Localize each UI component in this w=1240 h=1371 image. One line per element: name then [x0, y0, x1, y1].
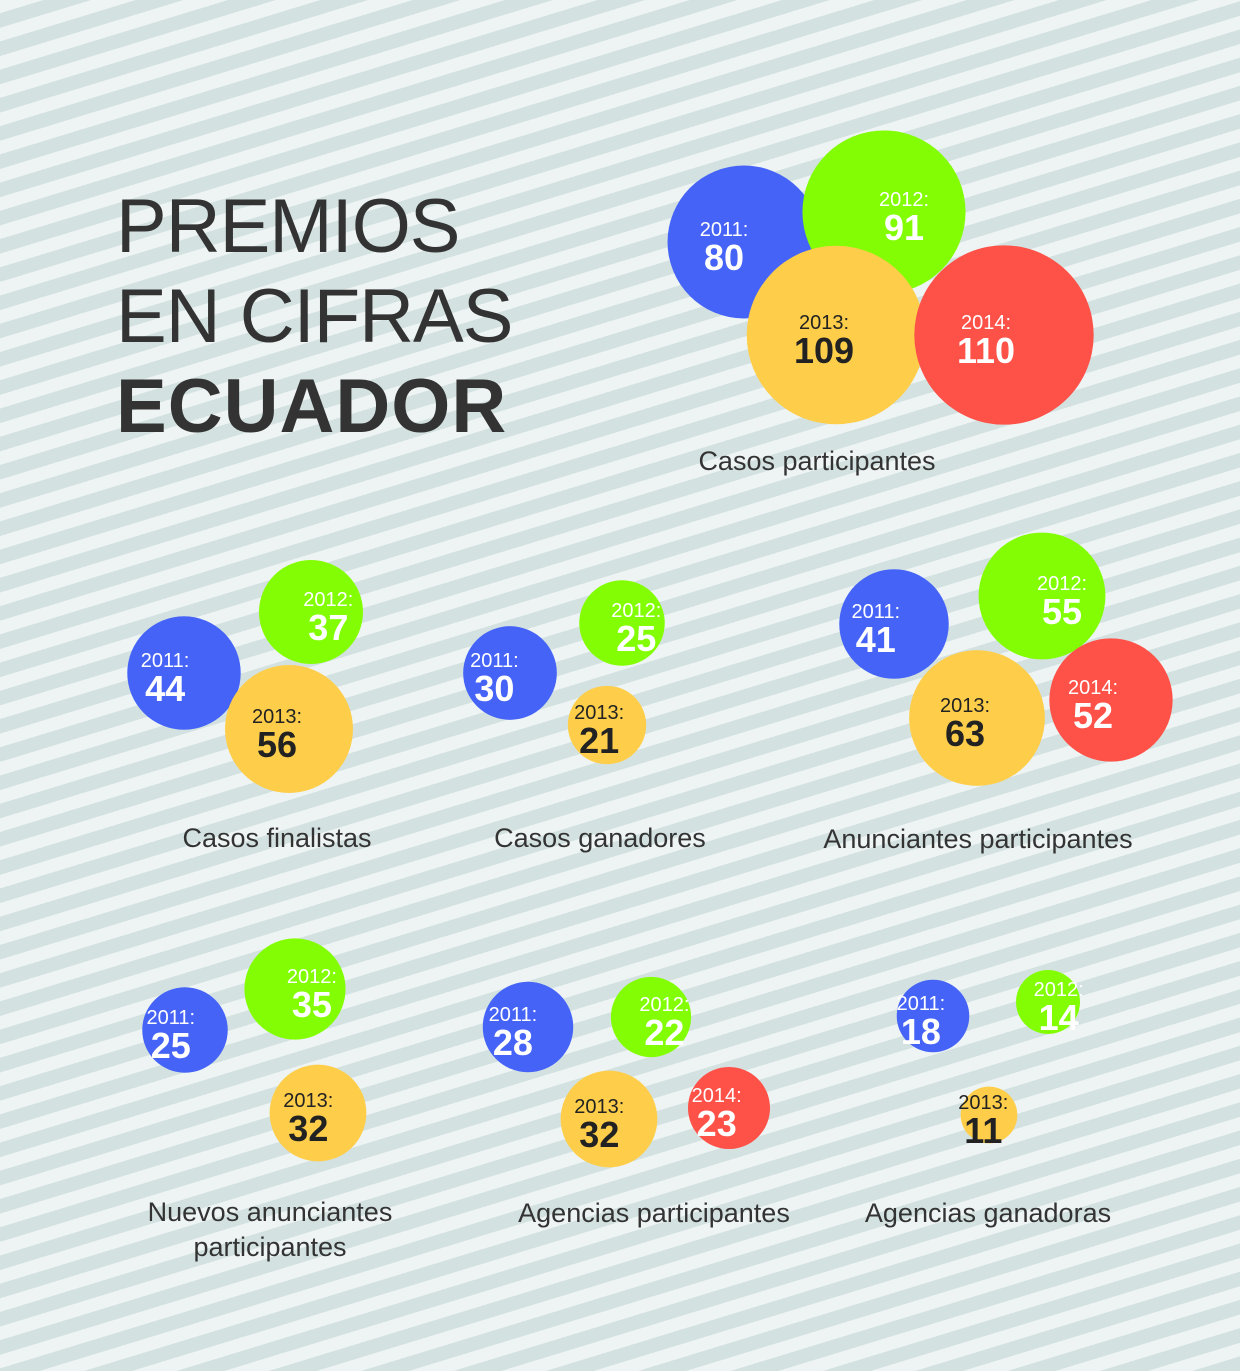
bubble-chart: 2011:18 2012:14 2013:11 Agencias ganadoras: [865, 970, 1111, 1228]
bubble-year-label: 2014:: [961, 312, 1011, 334]
bubble-2014: [914, 245, 1094, 425]
bubble-value-label: 22: [644, 1012, 684, 1053]
bubble-year-label: 2013:: [799, 312, 849, 334]
page-title: PREMIOS EN CIFRAS ECUADOR: [116, 182, 513, 452]
bubble-value-label: 25: [151, 1025, 191, 1066]
bubble-year-label: 2013:: [574, 1096, 624, 1118]
bubble-value-label: 110: [957, 330, 1015, 371]
bubble-chart: 2011:80 2012:91 2013:109 2014:110 Casos part…: [667, 130, 1094, 476]
bubble-2013: [567, 685, 647, 765]
bubble-value-label: 56: [257, 724, 297, 765]
bubble-value-label: 55: [1042, 591, 1082, 632]
bubble-value-label: 25: [616, 618, 656, 659]
bubble-2012: [1016, 970, 1080, 1034]
bubble-year-label: 2012:: [1034, 979, 1084, 1001]
bubble-value-label: 28: [493, 1022, 533, 1063]
chart-caption: Agencias ganadoras: [865, 1198, 1111, 1228]
bubble-2011: [839, 569, 949, 679]
bubble-year-label: 2013:: [940, 695, 990, 717]
bubble-value-label: 44: [145, 668, 185, 709]
bubble-value-label: 35: [292, 984, 332, 1025]
bubble-year-label: 2014:: [692, 1085, 742, 1107]
bubble-2013: [746, 245, 926, 425]
bubble-2013: [909, 650, 1045, 786]
bubble-year-label: 2013:: [252, 706, 302, 728]
chart-caption: participantes: [193, 1232, 346, 1262]
bubble-2013: [560, 1070, 658, 1168]
bubble-2011: [142, 987, 228, 1073]
bubble-value-label: 80: [704, 237, 744, 278]
bubble-2012: [579, 580, 665, 666]
bubble-2012: [610, 976, 692, 1058]
bubble-chart: 2011:30 2012:25 2013:21 Casos ganadores: [463, 580, 706, 853]
bubble-value-label: 91: [884, 207, 924, 248]
bubble-value-label: 32: [579, 1114, 619, 1155]
bubble-value-label: 37: [308, 607, 348, 648]
bubble-year-label: 2012:: [1037, 573, 1087, 595]
chart-caption: Anunciantes participantes: [823, 824, 1132, 854]
bubble-year-label: 2011:: [897, 993, 946, 1015]
bubble-year-label: 2012:: [287, 966, 337, 988]
bubble-value-label: 32: [288, 1108, 328, 1149]
title-line-1: PREMIOS: [116, 184, 461, 269]
bubble-2011: [463, 626, 557, 720]
title-line-2: EN CIFRAS: [116, 274, 513, 359]
bubble-year-label: 2014:: [1068, 677, 1118, 699]
bubble-value-label: 30: [474, 668, 514, 709]
bubble-value-label: 21: [579, 720, 619, 761]
bubble-value-label: 63: [945, 713, 985, 754]
bubble-year-label: 2012:: [879, 189, 929, 211]
bubble-2013: [960, 1086, 1018, 1144]
bubble-chart: 2011:44 2012:37 2013:56 Casos finalistas: [127, 559, 372, 853]
bubble-2012: [258, 559, 364, 665]
bubble-year-label: 2011:: [851, 601, 900, 623]
bubble-year-label: 2011:: [141, 650, 190, 672]
bubble-chart: 2011:41 2012:55 2013:63 2014:52 Anunciantes …: [823, 532, 1173, 854]
bubble-year-label: 2013:: [958, 1092, 1008, 1114]
bubble-year-label: 2012:: [639, 994, 689, 1016]
bubble-year-label: 2011:: [470, 650, 519, 672]
bubble-value-label: 18: [901, 1011, 941, 1052]
bubble-2014: [1049, 638, 1173, 762]
chart-caption: Nuevos anunciantes: [148, 1197, 393, 1227]
bubble-2012: [978, 532, 1106, 660]
bubble-value-label: 14: [1039, 997, 1079, 1038]
bubble-2014: [687, 1066, 771, 1150]
bubble-value-label: 52: [1073, 695, 1113, 736]
bubble-value-label: 109: [794, 330, 854, 371]
chart-caption: Casos finalistas: [182, 823, 371, 853]
title-line-3: ECUADOR: [116, 364, 508, 449]
bubble-year-label: 2012:: [611, 600, 661, 622]
bubble-year-label: 2013:: [283, 1090, 333, 1112]
bubble-value-label: 11: [964, 1110, 1002, 1151]
bubble-2013: [225, 665, 353, 793]
bubble-year-label: 2011:: [700, 219, 749, 241]
chart-caption: Agencias participantes: [518, 1198, 790, 1228]
bubble-value-label: 41: [856, 619, 896, 660]
bubble-year-label: 2012:: [303, 589, 353, 611]
chart-caption: Casos ganadores: [494, 823, 706, 853]
bubble-2011: [896, 979, 970, 1053]
bubble-year-label: 2011:: [146, 1007, 195, 1029]
bubble-year-label: 2013:: [574, 702, 624, 724]
bubble-year-label: 2011:: [489, 1004, 538, 1026]
bubble-2011: [482, 981, 574, 1073]
chart-caption: Casos participantes: [698, 446, 935, 476]
bubble-value-label: 23: [697, 1103, 737, 1144]
bubble-chart: 2011:25 2012:35 2013:32 Nuevos anunciantes p…: [142, 938, 392, 1262]
bubble-chart: 2011:28 2012:22 2013:32 2014:23 Agencias par…: [482, 976, 790, 1228]
bubble-2012: [244, 938, 346, 1040]
bubble-2013: [269, 1064, 367, 1162]
bubble-2011: [127, 616, 241, 730]
